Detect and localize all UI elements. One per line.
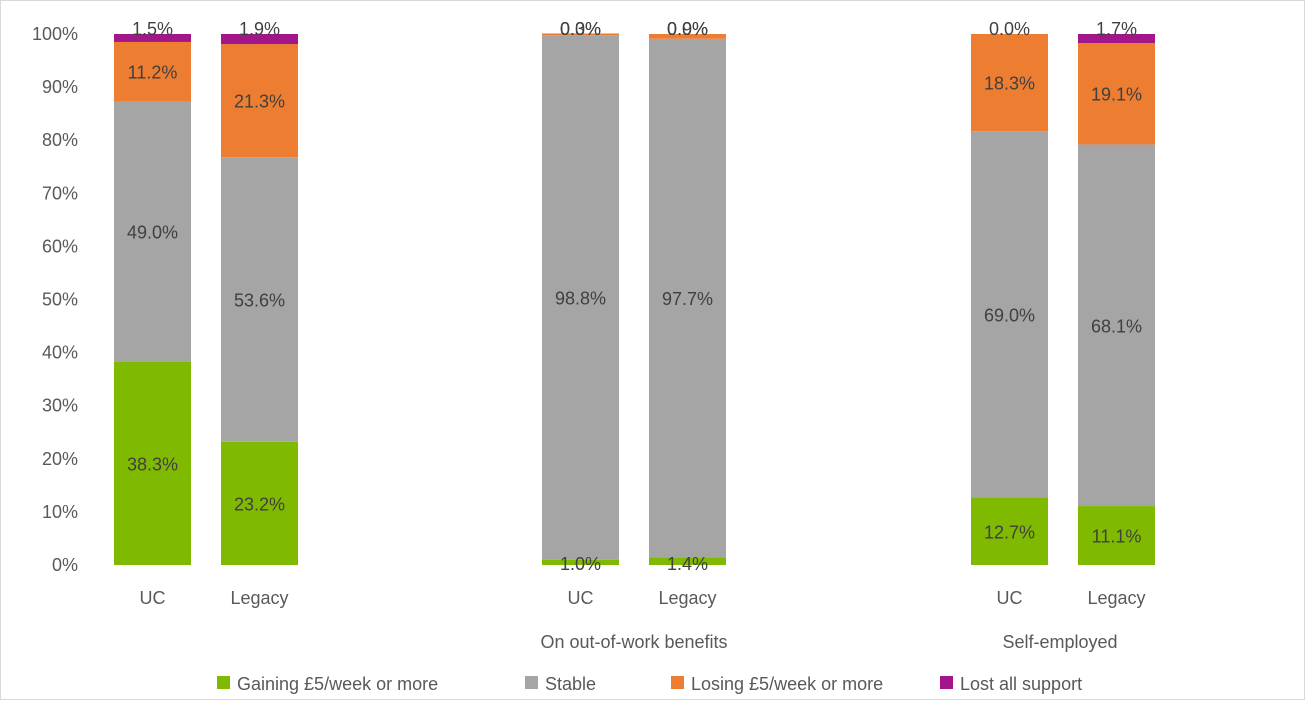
data-label: 1.9% bbox=[239, 19, 280, 39]
bar-segment-stable bbox=[114, 101, 191, 362]
bar-segment-stable bbox=[542, 35, 619, 560]
bar-segment-gaining-5-week-or-more bbox=[221, 441, 298, 565]
x-category-label: UC bbox=[140, 588, 166, 608]
y-tick-label: 40% bbox=[42, 343, 78, 363]
legend-label: Gaining £5/week or more bbox=[237, 674, 438, 694]
y-tick-label: 60% bbox=[42, 236, 78, 256]
bar-segment-stable bbox=[1078, 144, 1155, 507]
y-tick-label: 20% bbox=[42, 449, 78, 469]
bar-segment-stable bbox=[971, 131, 1048, 498]
x-category-label: Legacy bbox=[1087, 588, 1145, 608]
data-label: 1.0% bbox=[560, 554, 601, 574]
data-label: 21.3% bbox=[234, 92, 285, 112]
x-category-label: Legacy bbox=[658, 588, 716, 608]
x-group-label: Self-employed bbox=[1002, 632, 1117, 652]
bar-segment-losing-5-week-or-more bbox=[971, 34, 1048, 132]
bar-segment-stable bbox=[649, 38, 726, 558]
data-label: 53.6% bbox=[234, 291, 285, 311]
y-tick-label: 70% bbox=[42, 183, 78, 203]
y-tick-label: 30% bbox=[42, 396, 78, 416]
legend-label: Lost all support bbox=[960, 674, 1082, 694]
legend-swatch bbox=[525, 676, 538, 689]
data-label: 97.7% bbox=[662, 289, 713, 309]
x-category-label: UC bbox=[568, 588, 594, 608]
data-label: 11.1% bbox=[1092, 527, 1142, 547]
legend-swatch bbox=[940, 676, 953, 689]
legend-swatch bbox=[217, 676, 230, 689]
bar-segment-stable bbox=[221, 157, 298, 442]
bar-segment-gaining-5-week-or-more bbox=[649, 557, 726, 565]
data-label: 0.9% bbox=[667, 19, 708, 39]
bar-segment-losing-5-week-or-more bbox=[221, 44, 298, 158]
bar-segment-lost-all-support bbox=[1078, 34, 1155, 44]
data-label: 69.0% bbox=[984, 305, 1035, 325]
bar-segment-lost-all-support bbox=[221, 34, 298, 45]
data-label: 1.4% bbox=[667, 554, 708, 574]
bar-segment-losing-5-week-or-more bbox=[114, 41, 191, 102]
bar-segment-losing-5-week-or-more bbox=[1078, 43, 1155, 145]
data-label: 1.7% bbox=[1096, 19, 1137, 39]
data-label: 23.2% bbox=[234, 494, 285, 514]
data-label: 0.0% bbox=[989, 19, 1030, 39]
data-label: 0.3% bbox=[560, 19, 601, 39]
legend-swatch bbox=[671, 676, 684, 689]
bar-segment-losing-5-week-or-more bbox=[542, 33, 619, 36]
legend-label: Losing £5/week or more bbox=[691, 674, 883, 694]
y-tick-label: 90% bbox=[42, 77, 78, 97]
data-label: 49.0% bbox=[127, 223, 178, 243]
y-tick-label: 100% bbox=[32, 24, 78, 44]
y-tick-label: 80% bbox=[42, 130, 78, 150]
data-label: 11.2% bbox=[128, 63, 178, 83]
data-label: 19.1% bbox=[1091, 85, 1142, 105]
data-label: 98.8% bbox=[555, 288, 606, 308]
bar-segment-gaining-5-week-or-more bbox=[114, 361, 191, 565]
bar-segment-gaining-5-week-or-more bbox=[542, 559, 619, 565]
bar-segment-gaining-5-week-or-more bbox=[971, 497, 1048, 565]
data-label: 1.5% bbox=[132, 19, 173, 39]
bar-segment-losing-5-week-or-more bbox=[649, 34, 726, 39]
data-label: 38.3% bbox=[127, 454, 178, 474]
data-label: 0.0% bbox=[560, 19, 601, 39]
y-tick-label: 0% bbox=[52, 555, 78, 575]
y-tick-label: 50% bbox=[42, 290, 78, 310]
data-label: 0.0% bbox=[667, 19, 708, 39]
data-label: 18.3% bbox=[984, 74, 1035, 94]
bar-segment-lost-all-support bbox=[114, 34, 191, 42]
x-category-label: UC bbox=[997, 588, 1023, 608]
data-label: 12.7% bbox=[984, 522, 1035, 542]
bar-segment-gaining-5-week-or-more bbox=[1078, 506, 1155, 565]
y-tick-label: 10% bbox=[42, 502, 78, 522]
x-category-label: Legacy bbox=[230, 588, 288, 608]
data-label: 68.1% bbox=[1091, 316, 1142, 336]
legend-label: Stable bbox=[545, 674, 596, 694]
x-group-label: On out-of-work benefits bbox=[540, 632, 727, 652]
